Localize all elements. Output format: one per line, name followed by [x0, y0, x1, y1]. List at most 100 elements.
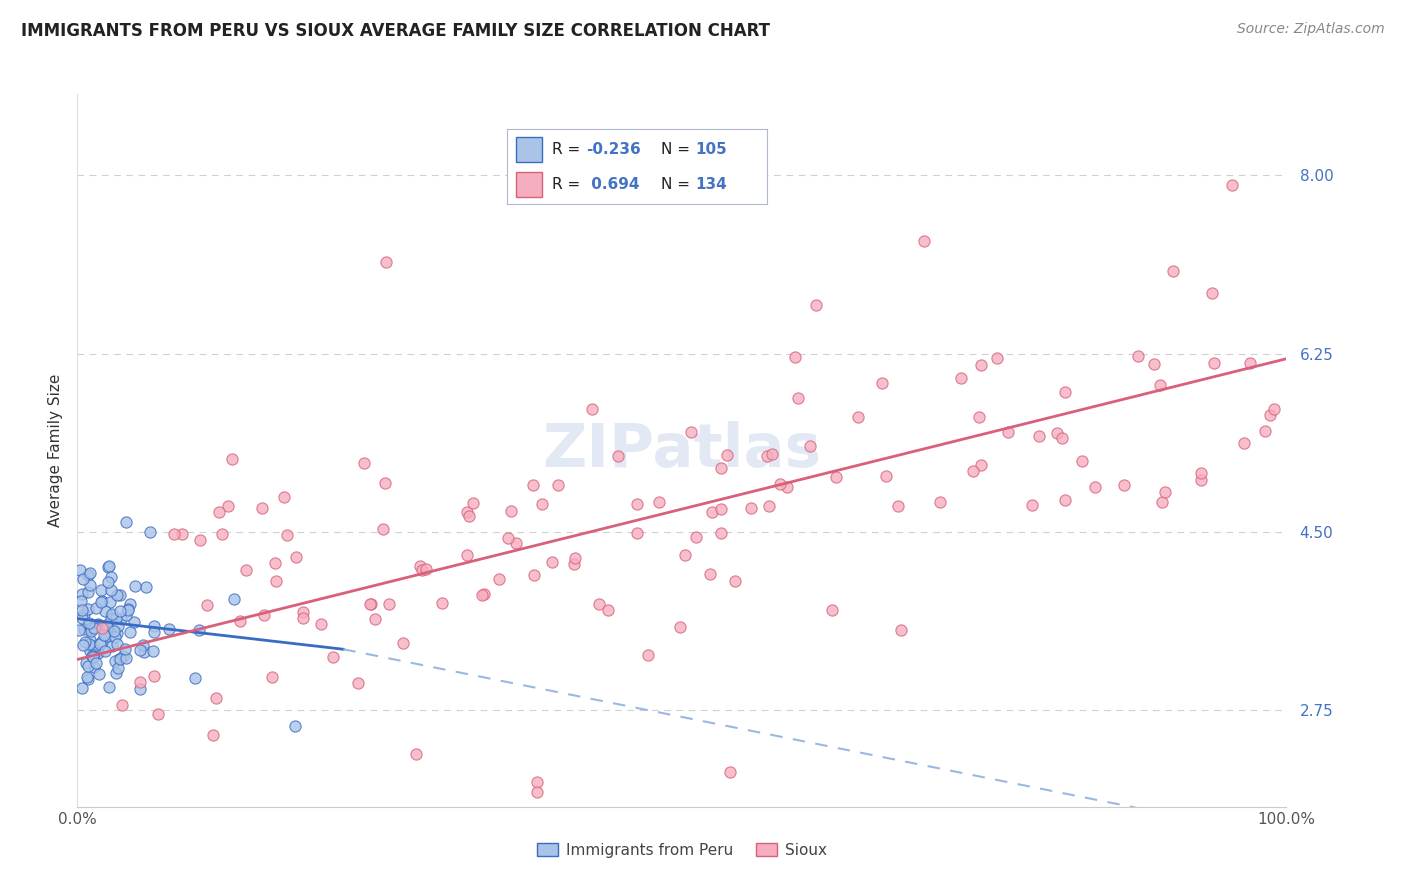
Point — [950, 370, 973, 384]
Point — [716, 448, 738, 462]
Point — [111, 698, 134, 712]
Point — [83, 639, 105, 653]
Point — [1189, 466, 1212, 480]
Point — [94, 604, 117, 618]
Point — [104, 654, 127, 668]
Point — [637, 648, 659, 662]
Point — [1233, 435, 1256, 450]
Point — [69, 563, 91, 577]
Point — [208, 505, 231, 519]
Point — [1021, 498, 1043, 512]
Point — [371, 521, 394, 535]
Point — [1070, 454, 1092, 468]
Point — [111, 649, 134, 664]
Point — [77, 615, 100, 630]
Point — [970, 458, 993, 472]
Point — [360, 598, 382, 612]
Point — [821, 602, 844, 616]
Point — [163, 527, 186, 541]
Point — [70, 681, 93, 695]
Legend: Immigrants from Peru, Sioux: Immigrants from Peru, Sioux — [530, 837, 834, 863]
Point — [101, 639, 124, 653]
Point — [562, 558, 585, 572]
Point — [648, 494, 671, 508]
Text: IMMIGRANTS FROM PERU VS SIOUX AVERAGE FAMILY SIZE CORRELATION CHART: IMMIGRANTS FROM PERU VS SIOUX AVERAGE FA… — [21, 22, 770, 40]
Point — [284, 719, 307, 733]
Point — [89, 667, 111, 681]
Point — [75, 656, 97, 670]
Point — [80, 648, 103, 663]
Point — [456, 505, 478, 519]
Point — [505, 536, 527, 550]
Point — [195, 598, 218, 612]
Point — [201, 728, 224, 742]
Point — [114, 651, 136, 665]
Point — [100, 607, 122, 622]
Point — [86, 601, 108, 615]
Point — [260, 670, 283, 684]
Point — [501, 504, 523, 518]
Point — [70, 611, 93, 625]
Point — [83, 659, 105, 673]
Point — [110, 612, 132, 626]
Point — [79, 644, 101, 658]
Point — [526, 774, 548, 789]
Point — [626, 525, 648, 540]
Point — [77, 602, 100, 616]
Point — [522, 478, 544, 492]
Point — [273, 491, 295, 505]
Point — [122, 615, 145, 630]
Point — [129, 674, 152, 689]
Point — [86, 616, 108, 631]
Point — [222, 591, 245, 606]
Point — [799, 439, 821, 453]
Point — [129, 682, 152, 697]
Point — [86, 617, 108, 632]
Point — [710, 501, 733, 516]
Point — [547, 478, 569, 492]
Point — [84, 656, 107, 670]
Point — [456, 549, 478, 563]
Point — [276, 528, 298, 542]
Point — [107, 588, 129, 602]
Point — [117, 603, 139, 617]
Point — [409, 558, 432, 573]
Point — [70, 603, 93, 617]
Point — [264, 556, 287, 570]
Point — [1258, 408, 1281, 422]
Point — [107, 661, 129, 675]
Point — [598, 603, 620, 617]
Text: ZIPatlas: ZIPatlas — [543, 421, 821, 480]
Point — [93, 628, 115, 642]
Point — [1154, 485, 1177, 500]
Point — [1028, 429, 1050, 443]
Point — [217, 499, 239, 513]
Point — [103, 624, 125, 639]
Point — [1254, 424, 1277, 438]
Point — [783, 350, 806, 364]
Point — [1189, 473, 1212, 487]
Point — [581, 402, 603, 417]
Point — [718, 764, 741, 779]
Point — [685, 530, 707, 544]
Point — [1143, 357, 1166, 371]
Point — [82, 648, 104, 662]
Point — [359, 598, 381, 612]
Point — [564, 551, 586, 566]
Point — [100, 582, 122, 597]
Point — [471, 588, 494, 602]
Point — [94, 618, 117, 632]
Point — [107, 618, 129, 632]
Point — [669, 620, 692, 634]
Point — [98, 680, 121, 694]
Point — [392, 636, 415, 650]
Point — [104, 630, 127, 644]
Point — [264, 574, 287, 588]
Point — [405, 747, 427, 761]
Point — [90, 583, 112, 598]
Point — [120, 597, 142, 611]
Point — [79, 624, 101, 638]
Point — [90, 621, 112, 635]
Point — [190, 533, 212, 547]
Point — [76, 585, 98, 599]
